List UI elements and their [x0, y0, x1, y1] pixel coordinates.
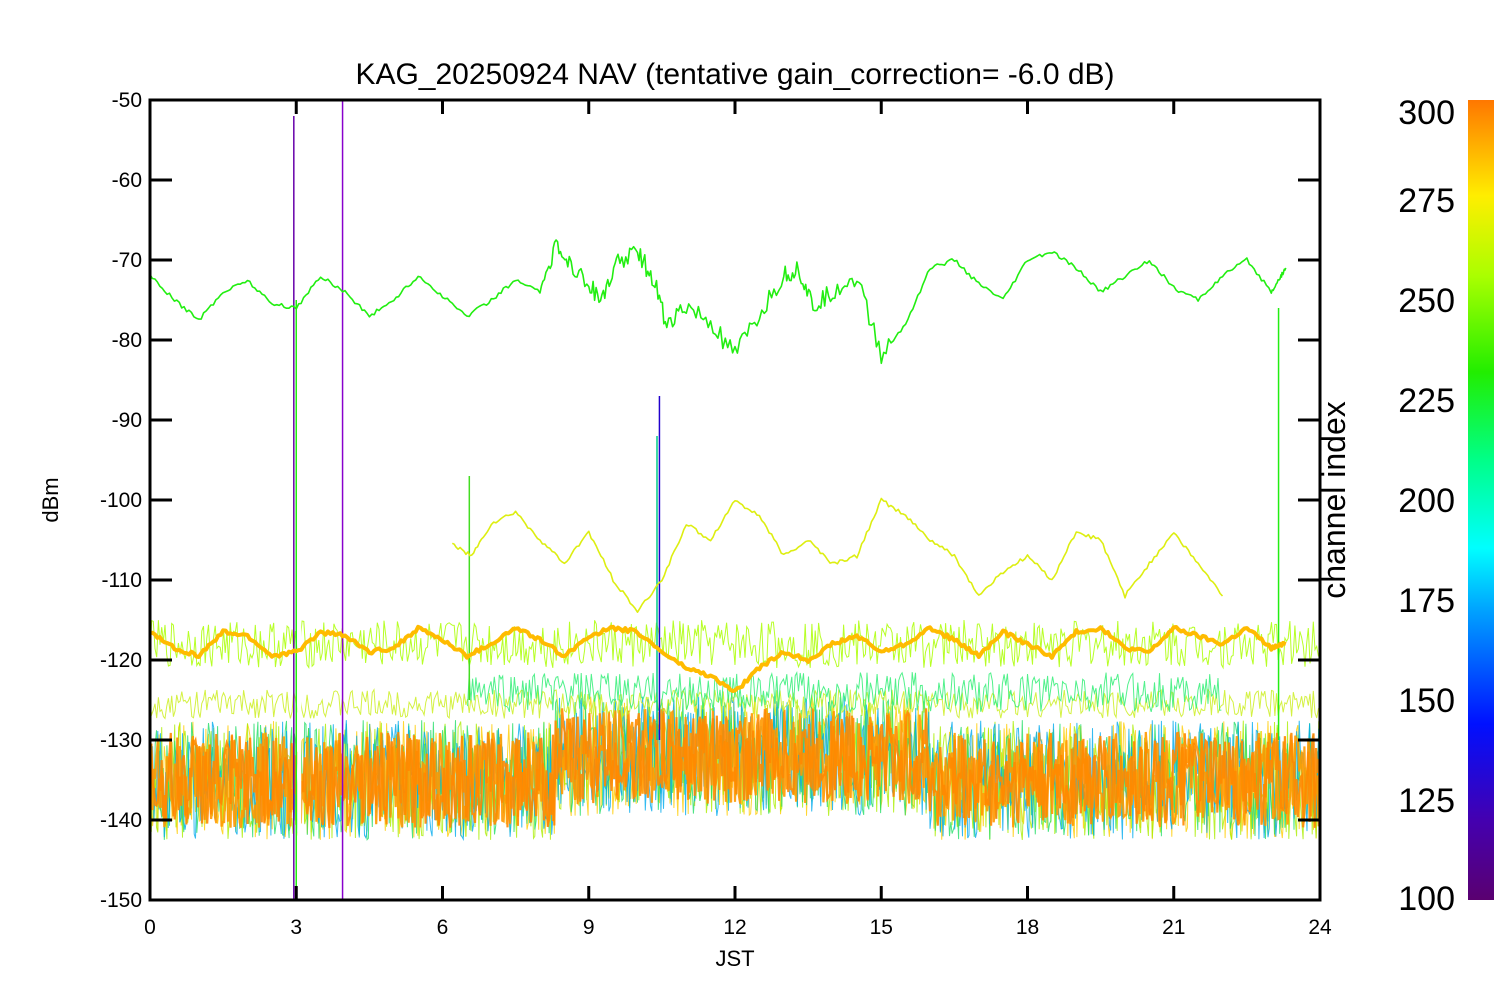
x-tick-label: 0	[144, 916, 156, 939]
spike-layer	[293, 100, 1280, 900]
series-line	[150, 239, 1287, 365]
x-axis-label: JST	[715, 946, 754, 971]
data-gap	[297, 604, 302, 900]
chart-title: KAG_20250924 NAV (tentative gain_correct…	[355, 58, 1114, 91]
colorbar-tick-label: 200	[1398, 482, 1455, 520]
x-tick-label: 15	[870, 916, 893, 939]
colorbar-tick-label: 225	[1398, 382, 1455, 420]
y-tick-label: -100	[100, 489, 142, 512]
noise-floor-band	[150, 604, 1320, 900]
x-tick-label: 18	[1016, 916, 1039, 939]
colorbar-tick-label: 250	[1398, 282, 1455, 320]
colorbar-tick-label: 300	[1398, 94, 1455, 132]
y-tick-label: -60	[112, 169, 142, 192]
y-tick-label: -70	[112, 249, 142, 272]
series-line	[451, 497, 1224, 613]
y-tick-label: -120	[100, 649, 142, 672]
noise-trace	[150, 708, 1320, 828]
colorbar-tick-label: 175	[1398, 582, 1455, 620]
y-axis: -50 -60 -70 -80 -90 -100 -110 -120 -130 -140 -150	[100, 89, 1320, 912]
channel-noise-trace	[467, 670, 1222, 714]
series-line	[150, 624, 1287, 693]
y-tick-label: -130	[100, 729, 142, 752]
y-tick-label: -110	[102, 569, 142, 592]
colorbar-label: channel index	[1316, 401, 1352, 598]
series-layer	[150, 239, 1287, 693]
y-tick-label: -50	[112, 89, 142, 112]
plot-area	[150, 100, 1320, 900]
x-tick-label: 9	[583, 916, 595, 939]
channel-noise-trace	[150, 619, 1320, 670]
x-tick-label: 12	[723, 916, 746, 939]
y-tick-label: -80	[112, 329, 142, 352]
colorbar-tick-label: 100	[1398, 880, 1455, 918]
colorbar-ticks: 300 275 250 225 200 175 150 125 100	[1398, 94, 1455, 918]
y-axis-label: dBm	[38, 477, 63, 522]
colorbar	[1468, 100, 1494, 900]
x-tick-label: 6	[437, 916, 449, 939]
y-tick-label: -140	[100, 809, 142, 832]
colorbar-tick-label: 150	[1398, 682, 1455, 720]
x-tick-label: 3	[290, 916, 302, 939]
x-tick-label: 24	[1308, 916, 1332, 939]
noise-trace	[150, 708, 1320, 829]
x-axis: 0 3 6 9 12 15 18 21 24	[144, 100, 1332, 939]
noise-trace	[150, 697, 1320, 841]
x-tick-label: 21	[1162, 916, 1185, 939]
colorbar-tick-label: 275	[1398, 182, 1455, 220]
y-tick-label: -150	[100, 889, 142, 912]
colorbar-tick-label: 125	[1398, 782, 1455, 820]
y-tick-label: -90	[112, 409, 142, 432]
